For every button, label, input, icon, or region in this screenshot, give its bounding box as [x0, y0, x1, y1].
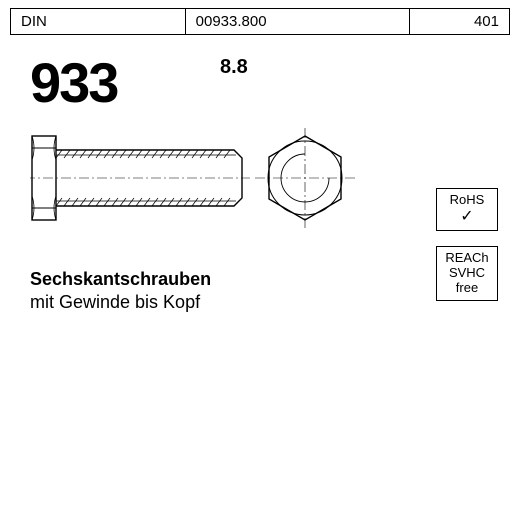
description: Sechskantschrauben mit Gewinde bis Kopf: [30, 268, 211, 315]
check-icon: ✓: [439, 208, 495, 226]
desc-line2: mit Gewinde bis Kopf: [30, 291, 211, 314]
reach-line1: REACh: [439, 251, 495, 266]
reach-line3: free: [439, 281, 495, 296]
spec-sheet: DIN 00933.800 401 933 8.8: [10, 8, 510, 358]
header-din: DIN: [11, 9, 186, 35]
rohs-label: RoHS: [439, 193, 495, 208]
din-number: 933: [30, 50, 117, 115]
bolt-drawing: [30, 118, 360, 248]
rohs-badge: RoHS ✓: [436, 188, 498, 231]
header-table: DIN 00933.800 401: [10, 8, 510, 35]
header-right: 401: [410, 9, 510, 35]
strength-grade: 8.8: [220, 56, 248, 79]
desc-line1: Sechskantschrauben: [30, 268, 211, 291]
reach-line2: SVHC: [439, 266, 495, 281]
reach-badge: REACh SVHC free: [436, 246, 498, 301]
header-code: 00933.800: [185, 9, 410, 35]
